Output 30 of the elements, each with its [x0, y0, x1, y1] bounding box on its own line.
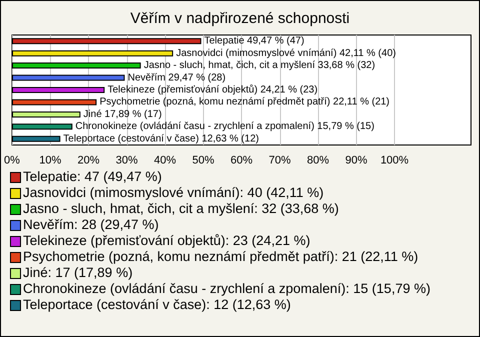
x-tick-label: 20%	[77, 154, 100, 166]
text: Telekineze (přemisťování objektů): 23 (24,21 %)	[23, 233, 310, 249]
text: Jasnovidci (mimosmyslové vnímání): 40 (42,11 %)	[23, 185, 324, 201]
data-label: Nevěřím 29,47 % (28)	[128, 72, 226, 84]
text: Chronokineze (ovládání času - zrychlení a zpomalení): 15 (15,79 %)	[23, 281, 430, 297]
data-label: Jasnovidci (mimosmyslové vnímání) 42,11 % (40)	[176, 48, 396, 59]
x-tick-label: 50%	[192, 154, 214, 166]
x-tick-label: 10%	[39, 154, 62, 166]
data-label: Jasno - sluch, hmat, čich, cit a myšlení 33,68 % (32)	[144, 60, 376, 72]
x-tick-label: 90%	[345, 154, 368, 166]
data-label: Jiné 17,89 % (17)	[83, 108, 162, 120]
x-tick-label: 30%	[116, 154, 138, 166]
chart-title: Věřím v nadpřirozené schopnosti	[130, 10, 350, 27]
data-label: Telekineze (přemisťování objektů) 24,21 % (23)	[108, 84, 318, 96]
text: Telepatie: 47 (49,47 %)	[23, 169, 162, 185]
x-tick-label: 80%	[306, 154, 330, 166]
x-tick-label: 40%	[154, 154, 176, 166]
x-tick-label: 0%	[4, 154, 20, 166]
x-tick-label: 70%	[268, 154, 291, 166]
text: Jiné: 17 (17,89 %)	[23, 265, 133, 281]
text: Nevěřím: 28 (29,47 %)	[23, 217, 159, 233]
text: Teleportace (cestování v čase): 12 (12,63 %)	[23, 297, 291, 313]
data-label: Teleportace (cestování v čase) 12,63 % (12)	[63, 133, 259, 144]
text: Psychometrie (pozná, komu neznámí předmět patří): 21 (22,11 %)	[23, 249, 418, 265]
data-label: Psychometrie (pozná, komu neznámí předmět patří) 22,11 % (21)	[100, 96, 390, 108]
text: Jasno - sluch, hmat, čich, cit a myšlení: 32 (33,68 %)	[23, 201, 339, 217]
x-tick-label: 60%	[230, 154, 253, 166]
data-label: Telepatie 49,47 % (47)	[204, 36, 304, 47]
data-label: Chronokineze (ovládání času - zrychlení a zpomalení) 15,79 % (15)	[75, 121, 374, 132]
x-tick-label: 100%	[380, 154, 409, 166]
